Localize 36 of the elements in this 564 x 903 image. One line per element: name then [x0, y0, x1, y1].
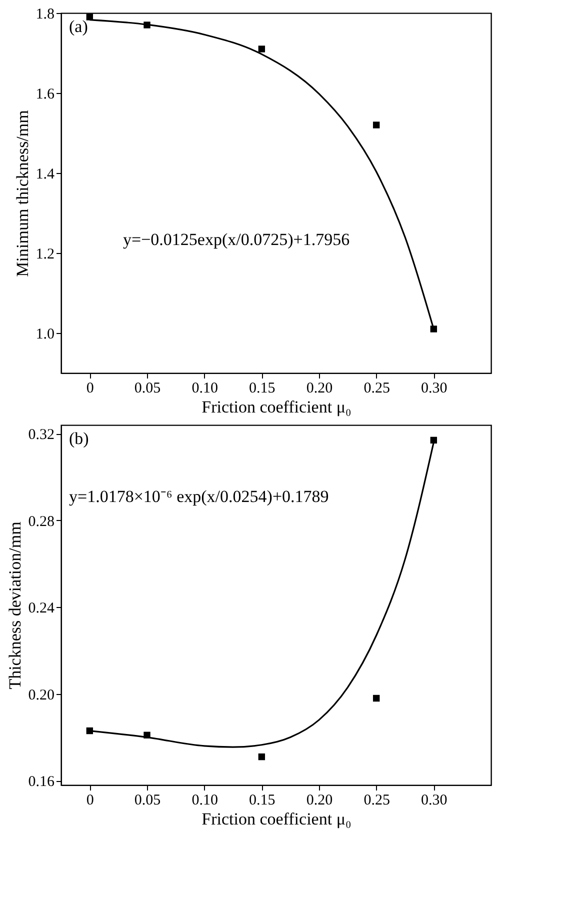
x-tick-label: 0.05	[134, 792, 161, 808]
x-axis-title: Friction coefficient μ₀	[202, 398, 352, 416]
x-tick-label: 0	[86, 792, 94, 808]
x-tick-label: 0.30	[421, 792, 448, 808]
y-tick-label: 0.20	[28, 687, 54, 704]
point	[372, 122, 380, 128]
x-tick-label: 0.15	[249, 792, 276, 808]
x-tick-label: 0.10	[192, 792, 218, 808]
annotation: (a)	[69, 17, 88, 36]
annotation: y=−0.0125exp(x/0.0725)+1.7956	[123, 230, 350, 249]
x-tick-label: 0.20	[306, 792, 333, 808]
y-tick-label: 1.6	[36, 86, 55, 102]
x-axis-title: Friction coefficient μ₀	[202, 810, 352, 828]
x-tick-label: 0.10	[192, 380, 218, 396]
annotation: (b)	[69, 429, 89, 448]
x-tick-label: 0.30	[421, 380, 448, 396]
x-tick-label: 0.20	[306, 380, 333, 396]
x-tick-label: 0.25	[364, 792, 390, 808]
y-tick-label: 1.0	[36, 326, 54, 342]
y-tick-label: 0.24	[28, 600, 55, 617]
y-tick-label: 0.16	[28, 774, 55, 790]
y-axis-title: Thickness deviation/mm	[5, 522, 24, 690]
y-tick-label: 1.4	[36, 166, 55, 182]
x-tick-label: 0.15	[249, 380, 276, 396]
point	[258, 46, 266, 52]
x-tick-label: 0.05	[134, 380, 161, 396]
x-tick-label: 0.25	[364, 380, 390, 396]
annotation: y=1.0178×10⁻⁶ exp(x/0.0254)+0.1789	[69, 487, 329, 506]
point	[372, 694, 380, 702]
y-tick-label: 1.8	[36, 6, 54, 22]
y-axis-title: Minimum thickness/mm	[12, 110, 32, 277]
point	[258, 753, 266, 760]
x-tick-label: 0	[86, 380, 94, 396]
y-tick-label: 0.28	[28, 514, 54, 530]
y-tick-label: 0.32	[28, 427, 54, 444]
y-tick-label: 1.2	[36, 246, 54, 262]
